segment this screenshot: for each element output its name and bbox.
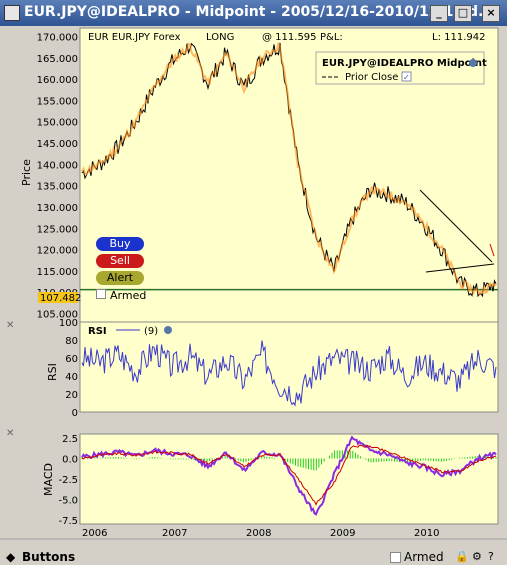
price-tick-label: 140.000 (37, 160, 78, 171)
macd-axis: 2.5 0.0 -2.5 -5.0 -7.5 (58, 434, 78, 527)
macd-plot-bg (79, 433, 499, 525)
macd-tick-label: -5.0 (58, 495, 78, 506)
instrument-label: EUR EUR.JPY Forex (88, 32, 181, 43)
sell-button[interactable]: Sell (96, 254, 144, 268)
rsi-period: (9) (144, 326, 158, 337)
armed-label: Armed (110, 289, 147, 302)
price-axis-label: Price (20, 159, 33, 186)
year-tick-label: 2010 (414, 528, 439, 539)
title-bar[interactable]: EUR.JPY@IDEALPRO - Midpoint - 2005/12/16… (0, 0, 507, 26)
prior-close-checkbox[interactable] (401, 71, 412, 82)
armed-toggle[interactable]: Armed (96, 289, 146, 302)
legend-title: EUR.JPY@IDEALPRO Midpoint (322, 58, 487, 69)
price-tick-label: 105.000 (37, 309, 78, 320)
check-icon: ✓ (403, 73, 410, 82)
buttons-label: Buttons (22, 550, 76, 564)
rsi-series-line (81, 340, 497, 407)
rsi-tick-label: 100 (59, 318, 78, 329)
trendline-1 (419, 189, 493, 263)
macd-tick-label: 2.5 (62, 434, 78, 445)
position-label: LONG (206, 32, 234, 43)
x-axis: 2006 2007 2008 2009 2010 (82, 528, 439, 539)
year-tick-label: 2006 (82, 528, 107, 539)
buy-button[interactable]: Buy (96, 237, 144, 251)
price-tick-label: 165.000 (37, 54, 78, 65)
rsi-legend: RSI (88, 326, 107, 337)
current-price-tag (38, 292, 78, 303)
price-tick-label: 155.000 (37, 96, 78, 107)
macd-axis-label: MACD (42, 463, 55, 496)
rsi-axis: 100 80 60 40 20 0 (59, 318, 78, 419)
collapse-icon[interactable]: ◆ (6, 550, 16, 564)
price-tick-label: 130.000 (37, 203, 78, 214)
lock-icon[interactable]: 🔒 (455, 550, 469, 563)
app-icon (4, 5, 20, 21)
rsi-axis-label: RSI (46, 363, 59, 381)
armed-checkbox[interactable] (96, 289, 106, 299)
rsi-tick-label: 20 (65, 390, 78, 401)
resize-handle-icon[interactable]: ✕ (6, 320, 14, 331)
maximize-button[interactable]: □ (454, 5, 472, 22)
macd-tick-label: 0.0 (62, 455, 78, 466)
date-strip[interactable] (0, 538, 507, 550)
macd-tick-label: -2.5 (58, 475, 78, 486)
chart-svg: EUR EUR.JPY Forex LONG @ 111.595 P&L: L:… (0, 27, 507, 551)
price-tick-label: 120.000 (37, 246, 78, 257)
year-tick-label: 2008 (246, 528, 271, 539)
price-highlight-line (81, 42, 497, 297)
price-tick-label: 125.000 (37, 224, 78, 235)
price-tick-label: 135.000 (37, 182, 78, 193)
price-series-line (81, 42, 497, 298)
rsi-settings-icon[interactable] (164, 326, 172, 334)
minimize-button[interactable]: _ (430, 5, 448, 22)
resize-handle-icon[interactable]: ✕ (6, 428, 14, 439)
legend-prior-close: Prior Close (345, 72, 398, 83)
avg-price-label: @ 111.595 (262, 32, 317, 43)
signal-line (81, 444, 497, 506)
price-tick-label: 115.000 (37, 267, 78, 278)
macd-tick-label: -7.5 (58, 516, 78, 527)
legend-box (315, 51, 485, 85)
current-price: 107.482 (40, 293, 81, 304)
settings-icon[interactable]: ⚙ (472, 550, 482, 563)
rsi-tick-label: 60 (65, 354, 78, 365)
rsi-tick-label: 0 (72, 408, 78, 419)
window-title: EUR.JPY@IDEALPRO - Midpoint - 2005/12/16… (24, 4, 494, 20)
status-armed-checkbox[interactable] (390, 552, 401, 563)
last-price-label: L: 111.942 (432, 32, 485, 43)
price-tick-label: 160.000 (37, 75, 78, 86)
year-tick-label: 2007 (162, 528, 187, 539)
rsi-plot-bg (79, 321, 499, 413)
legend-settings-icon[interactable] (469, 59, 477, 67)
rsi-tick-label: 40 (65, 372, 78, 383)
trendline-2 (425, 263, 495, 273)
pnl-label: P&L: (320, 32, 343, 43)
rsi-tick-label: 80 (65, 336, 78, 347)
trendline-3 (489, 243, 495, 257)
close-button[interactable]: × (482, 5, 500, 22)
alert-button[interactable]: Alert (96, 271, 144, 285)
price-axis: 170.000 165.000 160.000 155.000 150.000 145.0… (37, 33, 78, 321)
chart-area: EUR EUR.JPY Forex LONG @ 111.595 P&L: L:… (0, 26, 507, 551)
status-bar: ◆ Buttons Armed 🔒 ⚙ ? (0, 549, 507, 565)
price-tick-label: 150.000 (37, 118, 78, 129)
help-icon[interactable]: ? (488, 550, 494, 563)
price-tick-label: 170.000 (37, 33, 78, 44)
status-armed-label: Armed (404, 550, 444, 564)
price-tick-label: 145.000 (37, 139, 78, 150)
year-tick-label: 2009 (330, 528, 355, 539)
